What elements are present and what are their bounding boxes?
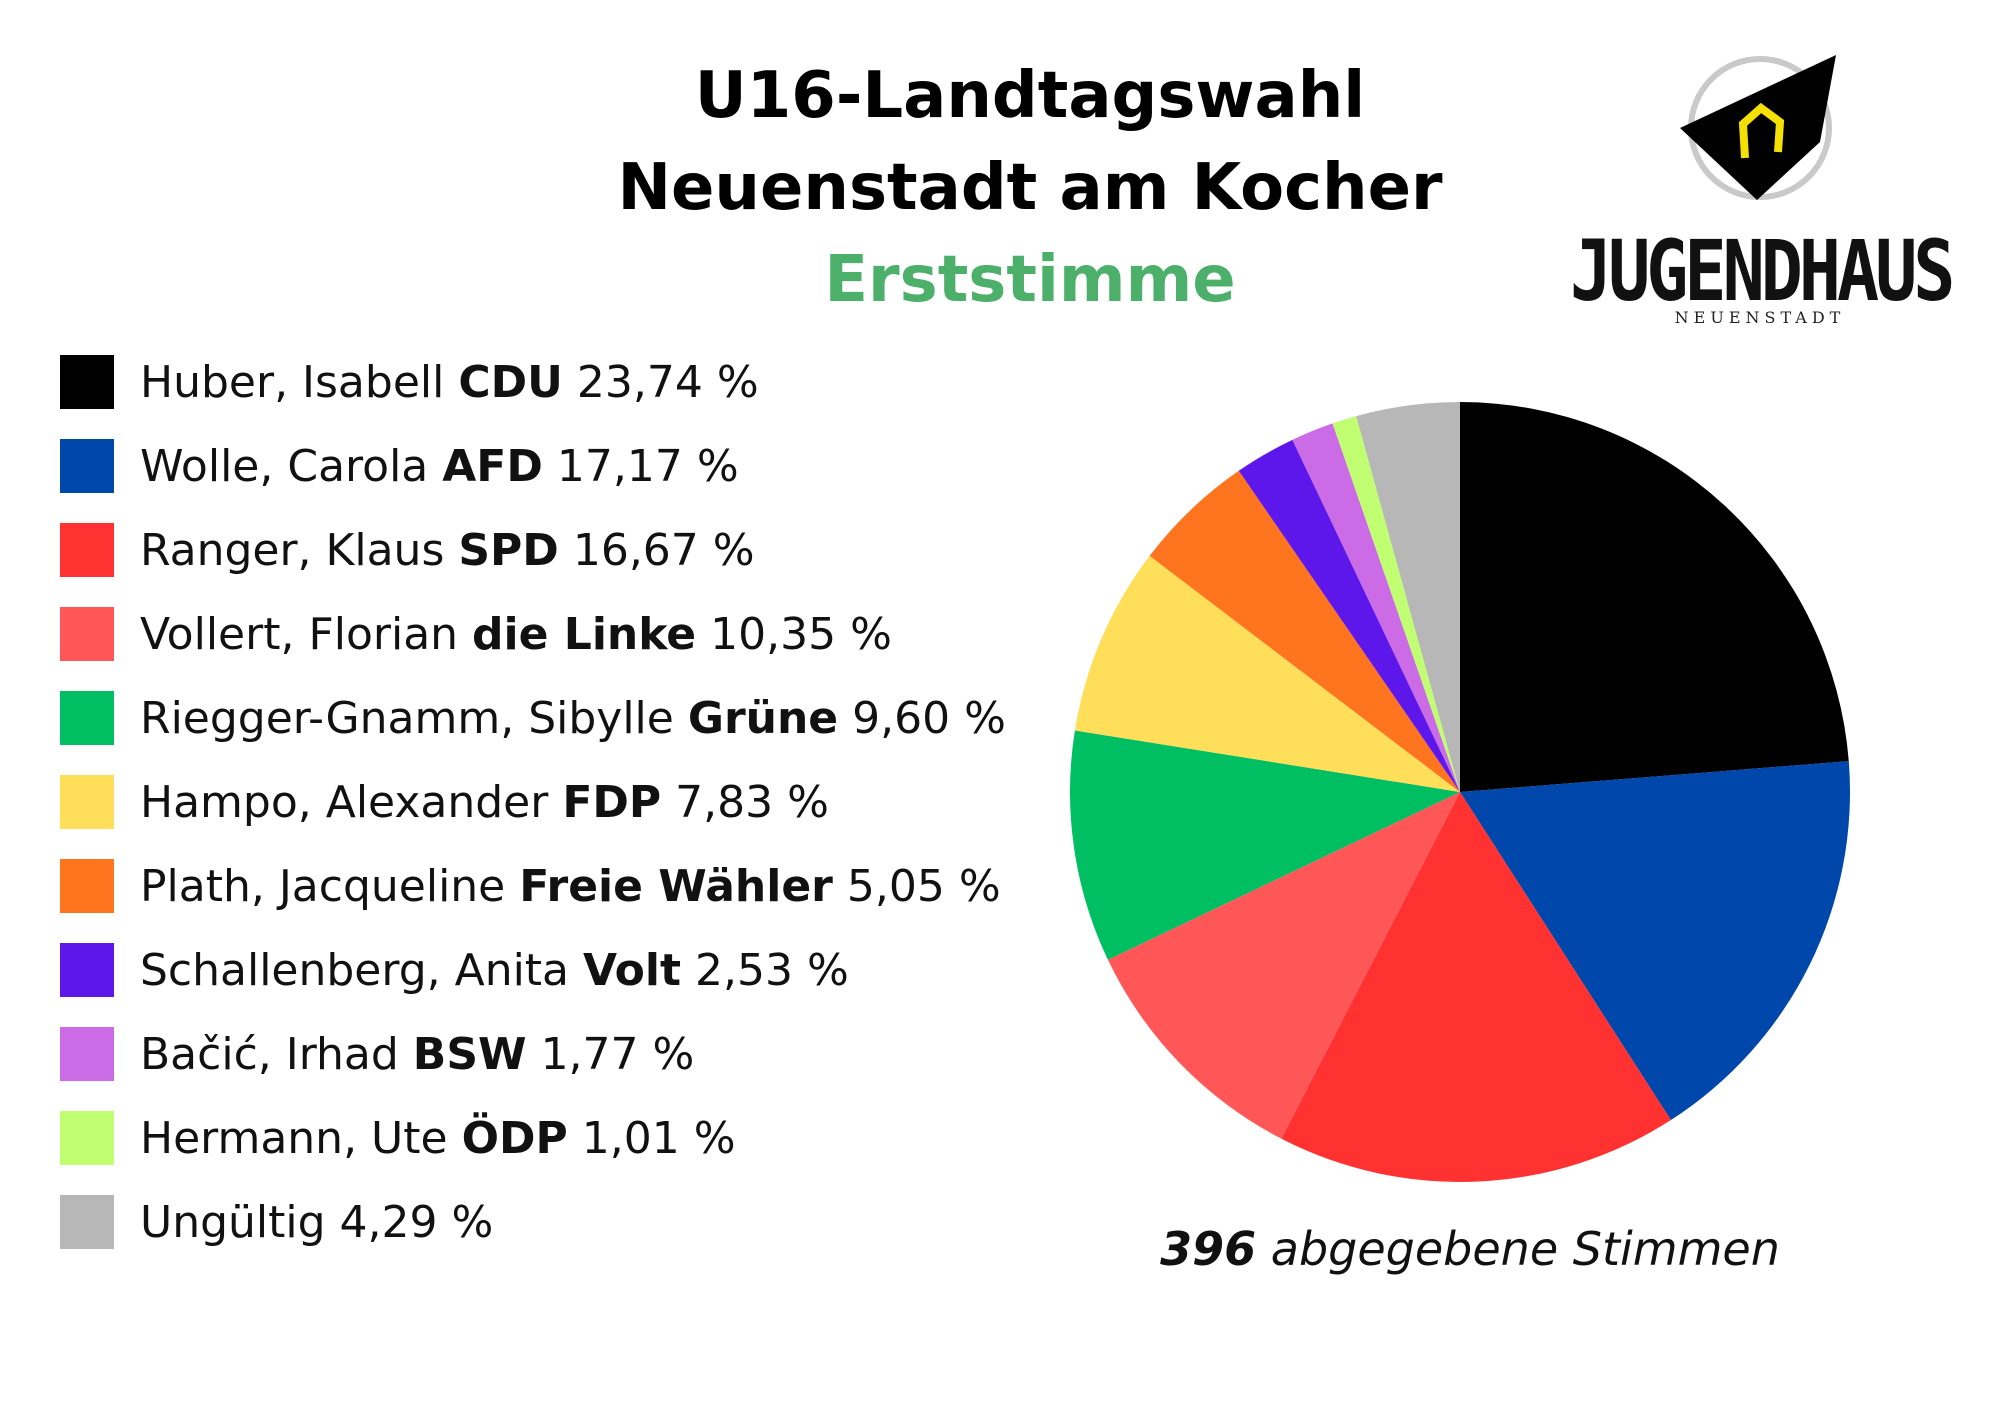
legend-item: Plath, Jacqueline Freie Wähler 5,05 % [60, 856, 1001, 916]
legend-swatch [60, 943, 114, 997]
legend-label: Hampo, Alexander FDP 7,83 % [140, 777, 829, 828]
legend-swatch [60, 439, 114, 493]
logo-name: JUGENDHAUS [1570, 222, 1955, 321]
legend-candidate: Hermann, Ute [140, 1112, 462, 1164]
legend-swatch [60, 523, 114, 577]
legend-party: Grüne [687, 692, 839, 744]
jugendhaus-logo: JUGENDHAUS NEUENSTADT [1570, 50, 1955, 330]
legend-percent: 10,35 % [710, 608, 892, 660]
legend-candidate: Plath, Jacqueline [140, 860, 520, 912]
legend-item: Schallenberg, Anita Volt 2,53 % [60, 940, 849, 1000]
legend-percent: 2,53 % [695, 944, 849, 996]
legend-percent: 1,77 % [540, 1028, 695, 1080]
legend-party: AFD [442, 440, 543, 492]
legend-item: Hampo, Alexander FDP 7,83 % [60, 772, 829, 832]
votes-count: 396 [1160, 1222, 1257, 1276]
legend-swatch [60, 1027, 114, 1081]
chart-title-line-2: Neuenstadt am Kocher [617, 151, 1443, 225]
votes-total: 396 abgegebene Stimmen [1150, 1222, 1790, 1276]
legend-item: Vollert, Florian die Linke 10,35 % [60, 604, 892, 664]
legend-candidate: Ungültig [140, 1196, 340, 1248]
title-block: U16-Landtagswahl Neuenstadt am Kocher Er… [540, 50, 1520, 326]
legend-label: Ungültig 4,29 % [140, 1197, 493, 1248]
legend-party: SPD [458, 524, 559, 576]
chart-title-line-1: U16-Landtagswahl [694, 59, 1366, 133]
legend-label: Ranger, Klaus SPD 16,67 % [140, 525, 755, 576]
pie-slice [1074, 555, 1460, 792]
legend-swatch [60, 1195, 114, 1249]
pie-slice [1332, 416, 1460, 792]
legend-item: Huber, Isabell CDU 23,74 % [60, 352, 759, 412]
legend-percent: 23,74 % [576, 356, 759, 408]
legend-item: Ranger, Klaus SPD 16,67 % [60, 520, 755, 580]
legend-swatch [60, 607, 114, 661]
legend-item: Hermann, Ute ÖDP 1,01 % [60, 1108, 736, 1168]
pie-slice [1238, 439, 1460, 792]
legend-candidate: Huber, Isabell [140, 356, 459, 408]
legend-candidate: Schallenberg, Anita [140, 944, 584, 996]
legend-label: Hermann, Ute ÖDP 1,01 % [140, 1113, 736, 1164]
legend-party: Freie Wähler [519, 860, 833, 912]
legend-candidate: Riegger-Gnamm, Sibylle [140, 692, 688, 744]
house-icon [1680, 55, 1836, 200]
legend-percent: 5,05 % [846, 860, 1001, 912]
legend-percent: 16,67 % [572, 524, 755, 576]
legend-swatch [60, 1111, 114, 1165]
legend-item: Bačić, Irhad BSW 1,77 % [60, 1024, 694, 1084]
pie-slice [1107, 792, 1460, 1139]
legend-candidate: Wolle, Carola [140, 440, 443, 492]
legend-label: Schallenberg, Anita Volt 2,53 % [140, 945, 849, 996]
pie-slice [1281, 792, 1671, 1182]
legend-candidate: Hampo, Alexander [140, 776, 563, 828]
legend-party: ÖDP [461, 1112, 568, 1164]
legend-party: FDP [562, 776, 662, 828]
legend-percent: 4,29 % [339, 1196, 494, 1248]
legend-item: Riegger-Gnamm, Sibylle Grüne 9,60 % [60, 688, 1006, 748]
legend-label: Vollert, Florian die Linke 10,35 % [140, 609, 892, 660]
legend-candidate: Ranger, Klaus [140, 524, 459, 576]
pie-slice [1292, 423, 1460, 792]
legend-swatch [60, 355, 114, 409]
legend-label: Huber, Isabell CDU 23,74 % [140, 357, 759, 408]
logo-subtitle: NEUENSTADT [1674, 308, 1846, 327]
legend-item: Ungültig 4,29 % [60, 1192, 493, 1252]
legend-percent: 17,17 % [556, 440, 739, 492]
legend-candidate: Vollert, Florian [140, 608, 473, 660]
votes-label: abgegebene Stimmen [1270, 1222, 1780, 1276]
legend-swatch [60, 775, 114, 829]
legend-label: Riegger-Gnamm, Sibylle Grüne 9,60 % [140, 693, 1006, 744]
legend-percent: 1,01 % [581, 1112, 736, 1164]
chart-subtitle: Erststimme [824, 243, 1236, 317]
pie-slice [1070, 730, 1460, 960]
legend-candidate: Bačić, Irhad [140, 1028, 413, 1080]
legend-party: BSW [412, 1028, 527, 1080]
pie-slice [1460, 761, 1850, 1121]
legend-label: Plath, Jacqueline Freie Wähler 5,05 % [140, 861, 1001, 912]
pie-slice [1149, 470, 1460, 792]
legend-percent: 7,83 % [675, 776, 829, 828]
legend-swatch [60, 859, 114, 913]
pie-slice [1356, 402, 1460, 792]
legend-party: CDU [458, 356, 563, 408]
legend-label: Bačić, Irhad BSW 1,77 % [140, 1029, 694, 1080]
legend-percent: 9,60 % [852, 692, 1006, 744]
legend-swatch [60, 691, 114, 745]
legend-label: Wolle, Carola AFD 17,17 % [140, 441, 739, 492]
legend-party: Volt [583, 944, 682, 996]
pie-chart [1070, 402, 1850, 1182]
pie-slice [1460, 402, 1849, 792]
legend-item: Wolle, Carola AFD 17,17 % [60, 436, 739, 496]
legend-party: die Linke [472, 608, 697, 660]
